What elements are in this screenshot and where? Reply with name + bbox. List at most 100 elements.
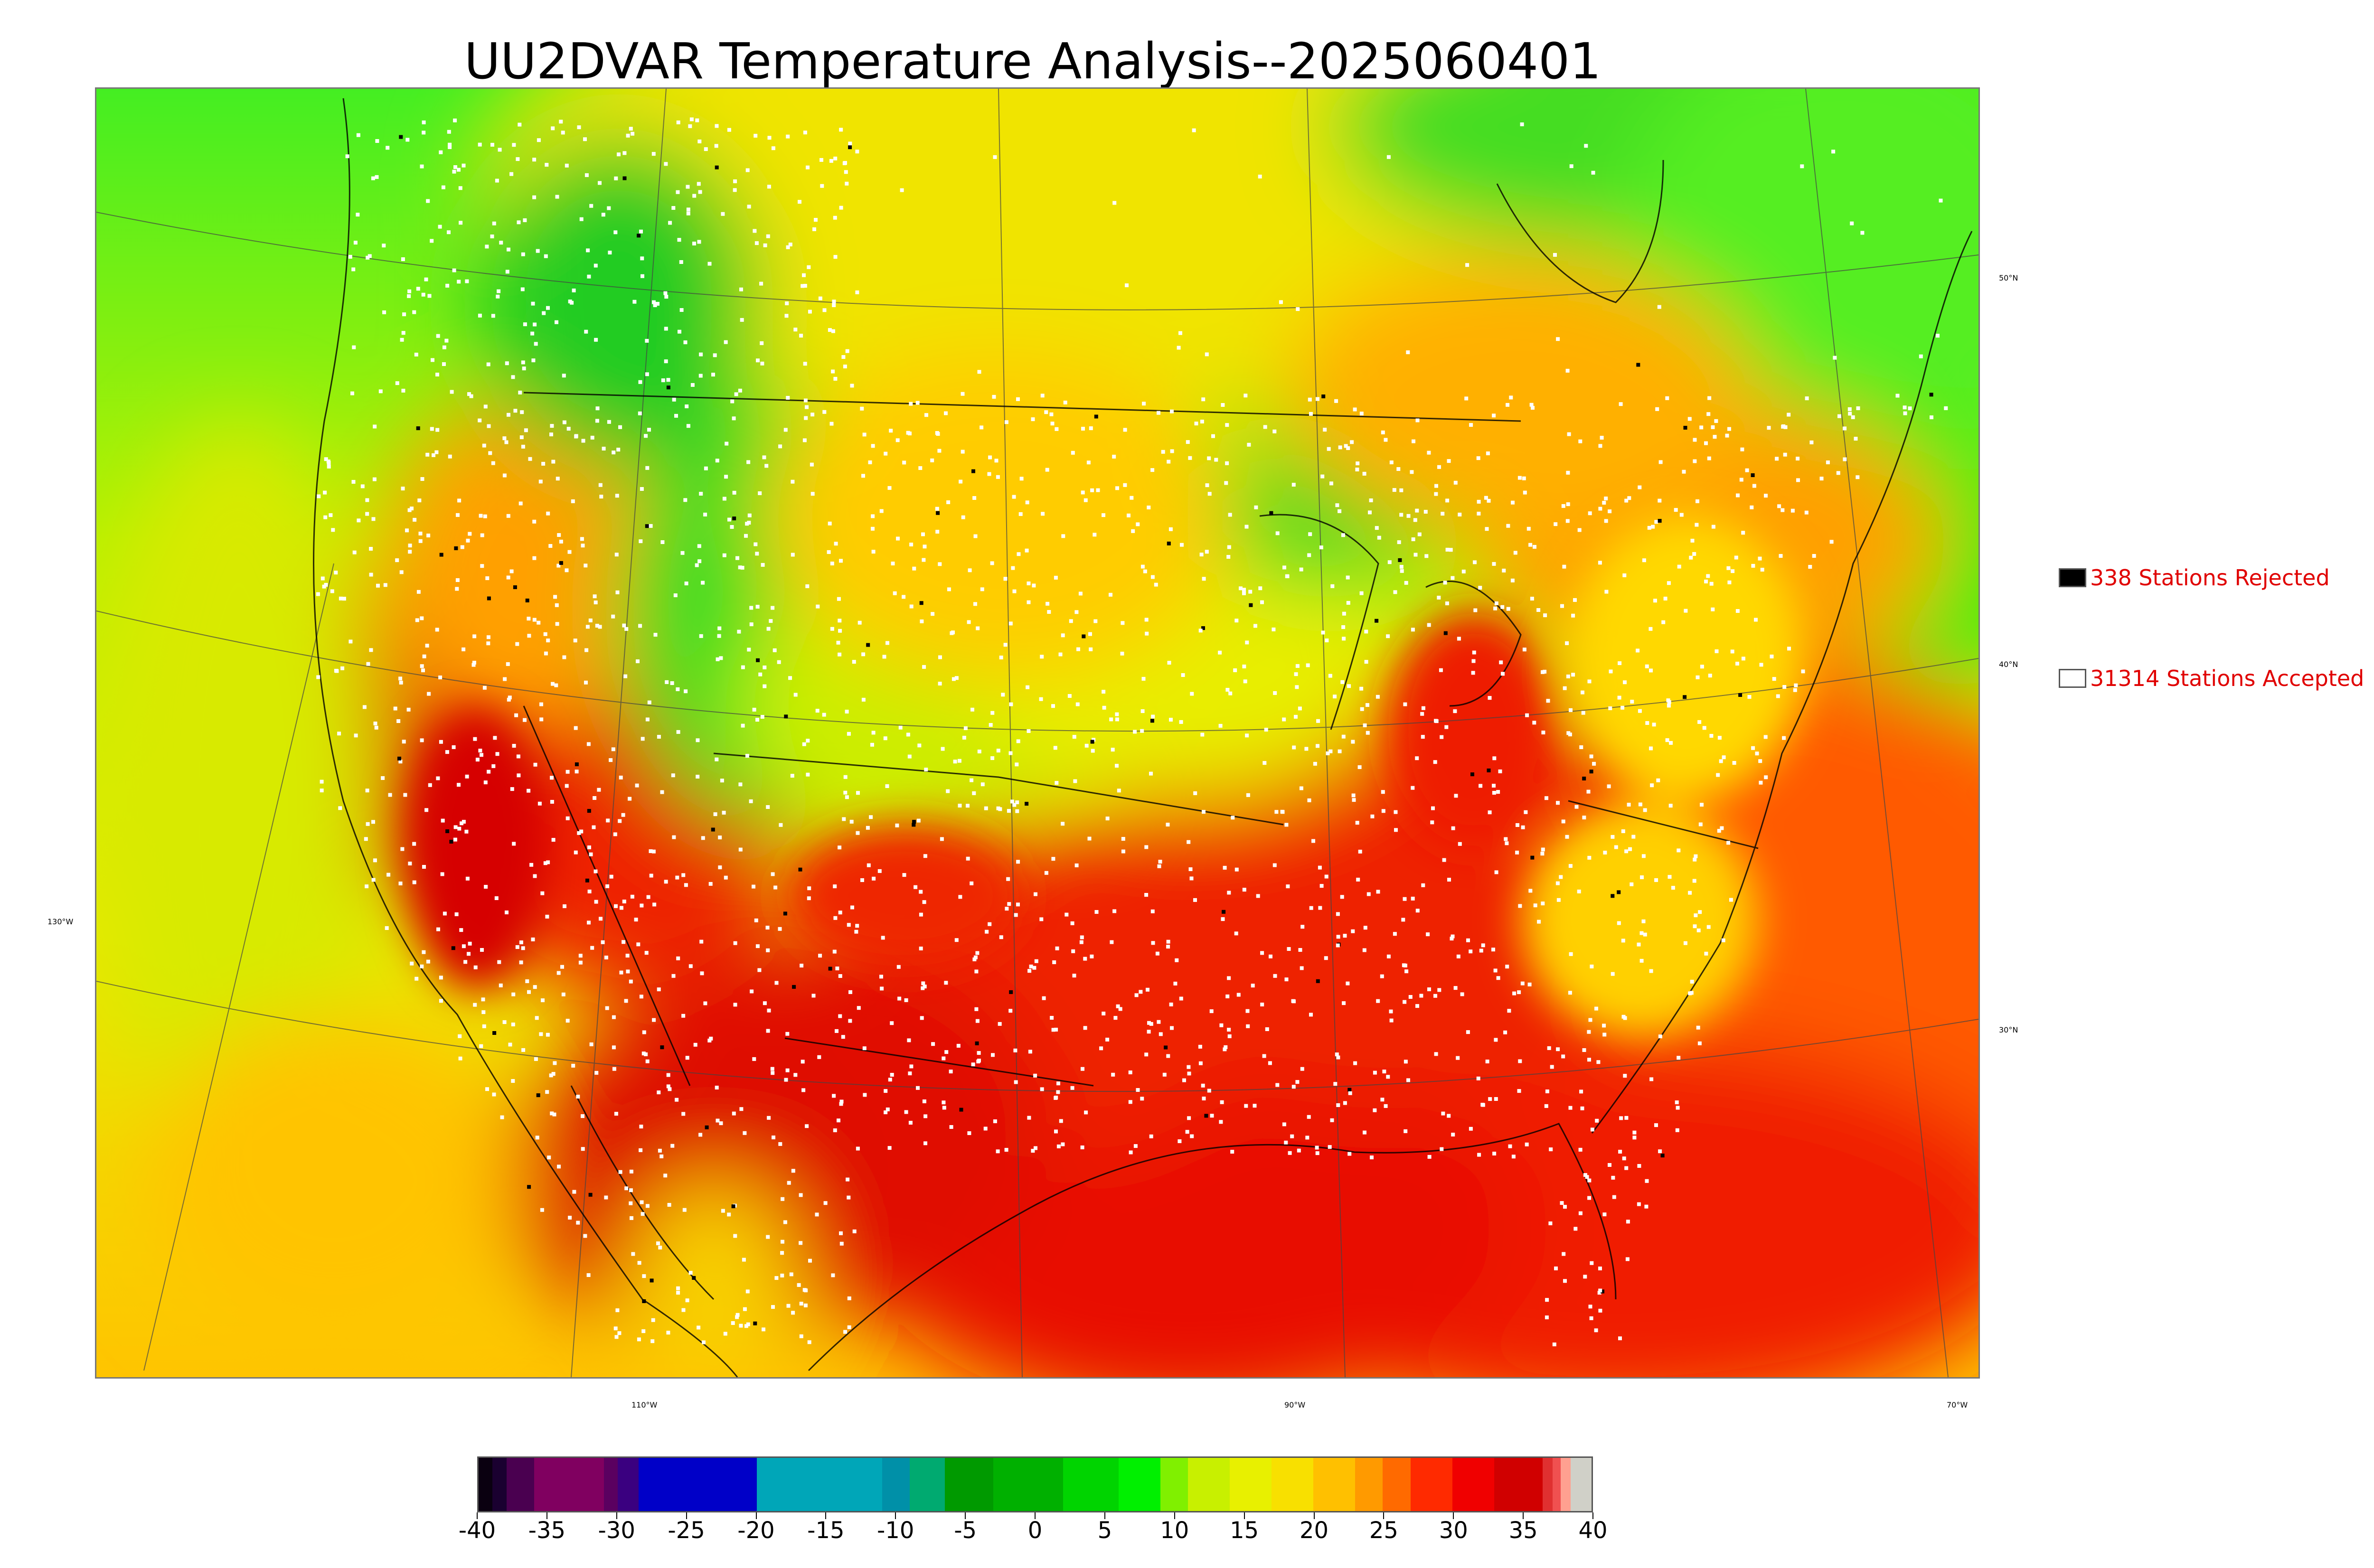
accepted-station-marker bbox=[445, 283, 450, 288]
accepted-station-marker bbox=[1554, 522, 1558, 526]
accepted-station-marker bbox=[1624, 849, 1629, 854]
accepted-station-marker bbox=[1340, 680, 1345, 684]
accepted-station-marker bbox=[1439, 668, 1443, 672]
accepted-station-marker bbox=[924, 413, 928, 417]
accepted-station-marker bbox=[430, 427, 434, 431]
accepted-station-marker bbox=[382, 244, 386, 248]
accepted-station-marker bbox=[1466, 938, 1470, 942]
accepted-station-marker bbox=[465, 774, 469, 779]
accepted-station-marker bbox=[436, 334, 440, 338]
accepted-station-marker bbox=[999, 935, 1003, 939]
accepted-station-marker bbox=[1526, 526, 1531, 531]
accepted-station-marker bbox=[1574, 805, 1579, 809]
accepted-station-marker bbox=[641, 1329, 646, 1333]
accepted-station-marker bbox=[733, 1234, 737, 1238]
accepted-station-marker bbox=[839, 1231, 843, 1235]
accepted-station-marker bbox=[1140, 1097, 1144, 1101]
accepted-station-marker bbox=[1373, 1108, 1377, 1112]
accepted-station-marker bbox=[1735, 661, 1739, 666]
accepted-station-marker bbox=[1102, 1012, 1106, 1015]
accepted-station-marker bbox=[834, 542, 838, 546]
accepted-station-marker bbox=[1587, 1058, 1591, 1062]
accepted-station-marker bbox=[1767, 426, 1771, 430]
accepted-station-marker bbox=[1179, 996, 1183, 1001]
accepted-station-marker bbox=[822, 410, 827, 414]
accepted-station-marker bbox=[444, 338, 449, 343]
accepted-station-marker bbox=[1012, 803, 1017, 807]
accepted-station-marker bbox=[424, 808, 429, 812]
accepted-station-marker bbox=[577, 125, 581, 130]
accepted-station-marker bbox=[810, 462, 814, 467]
accepted-station-marker bbox=[650, 1339, 655, 1343]
accepted-station-marker bbox=[385, 926, 389, 930]
accepted-station-marker bbox=[803, 398, 808, 403]
accepted-station-marker bbox=[1581, 711, 1585, 715]
accepted-station-marker bbox=[716, 657, 720, 661]
accepted-station-marker bbox=[896, 536, 900, 541]
accepted-station-marker bbox=[1725, 433, 1729, 438]
accepted-station-marker bbox=[843, 365, 847, 368]
accepted-station-marker bbox=[647, 428, 651, 432]
accepted-station-marker bbox=[698, 190, 702, 194]
accepted-station-marker bbox=[649, 873, 653, 878]
accepted-station-marker bbox=[1207, 1089, 1211, 1093]
accepted-station-marker bbox=[1157, 411, 1160, 415]
accepted-station-marker bbox=[518, 501, 523, 506]
accepted-station-marker bbox=[410, 507, 414, 511]
accepted-station-marker bbox=[519, 960, 523, 965]
accepted-station-marker bbox=[843, 161, 847, 165]
accepted-station-marker bbox=[1150, 575, 1155, 579]
accepted-station-marker bbox=[1330, 584, 1335, 588]
accepted-station-marker bbox=[1637, 942, 1641, 947]
accepted-station-marker bbox=[642, 1274, 646, 1278]
accepted-station-marker bbox=[622, 151, 627, 155]
accepted-station-marker bbox=[1494, 870, 1498, 874]
accepted-station-marker bbox=[1363, 1130, 1366, 1135]
accepted-station-marker bbox=[1180, 543, 1184, 547]
accepted-station-marker bbox=[551, 682, 555, 686]
accepted-station-marker bbox=[458, 186, 462, 190]
accepted-station-marker bbox=[777, 660, 781, 664]
accepted-station-marker bbox=[1336, 1103, 1340, 1107]
accepted-station-marker bbox=[580, 537, 584, 541]
accepted-station-marker bbox=[1335, 503, 1339, 507]
accepted-station-marker bbox=[975, 1019, 980, 1023]
accepted-station-marker bbox=[619, 970, 623, 975]
accepted-station-marker bbox=[664, 162, 668, 166]
accepted-station-marker bbox=[1031, 1149, 1035, 1153]
accepted-station-marker bbox=[791, 479, 795, 484]
accepted-station-marker bbox=[1458, 512, 1462, 516]
accepted-station-marker bbox=[996, 806, 1000, 810]
accepted-station-marker bbox=[1451, 826, 1455, 830]
accepted-station-marker bbox=[1568, 1106, 1573, 1110]
accepted-station-marker bbox=[676, 1291, 680, 1295]
accepted-station-marker bbox=[1554, 1266, 1558, 1270]
accepted-station-marker bbox=[727, 1212, 731, 1217]
accepted-station-marker bbox=[436, 927, 440, 931]
accepted-station-marker bbox=[1016, 902, 1020, 907]
accepted-station-marker bbox=[462, 647, 466, 651]
accepted-station-marker bbox=[1829, 540, 1834, 544]
accepted-station-marker bbox=[1343, 934, 1347, 938]
accepted-station-marker bbox=[1582, 1048, 1586, 1052]
rejected-station-marker bbox=[660, 1045, 664, 1050]
accepted-station-marker bbox=[439, 740, 443, 744]
accepted-station-marker bbox=[362, 705, 367, 709]
accepted-station-marker bbox=[1140, 564, 1145, 569]
accepted-station-marker bbox=[1143, 569, 1147, 573]
accepted-station-marker bbox=[447, 130, 451, 134]
accepted-station-marker bbox=[1308, 397, 1312, 402]
accepted-station-marker bbox=[839, 206, 843, 210]
colorbar-segment bbox=[1272, 1458, 1313, 1511]
accepted-station-marker bbox=[745, 1289, 750, 1294]
accepted-station-marker bbox=[950, 631, 954, 635]
accepted-station-marker bbox=[822, 308, 827, 312]
accepted-station-marker bbox=[1411, 537, 1415, 541]
accepted-station-marker bbox=[1688, 991, 1692, 995]
accepted-station-marker bbox=[1061, 633, 1065, 638]
accepted-station-marker bbox=[1533, 545, 1536, 549]
accepted-station-marker bbox=[467, 392, 471, 396]
accepted-station-marker bbox=[565, 163, 569, 168]
accepted-station-marker bbox=[630, 894, 634, 899]
accepted-station-marker bbox=[1102, 690, 1106, 694]
